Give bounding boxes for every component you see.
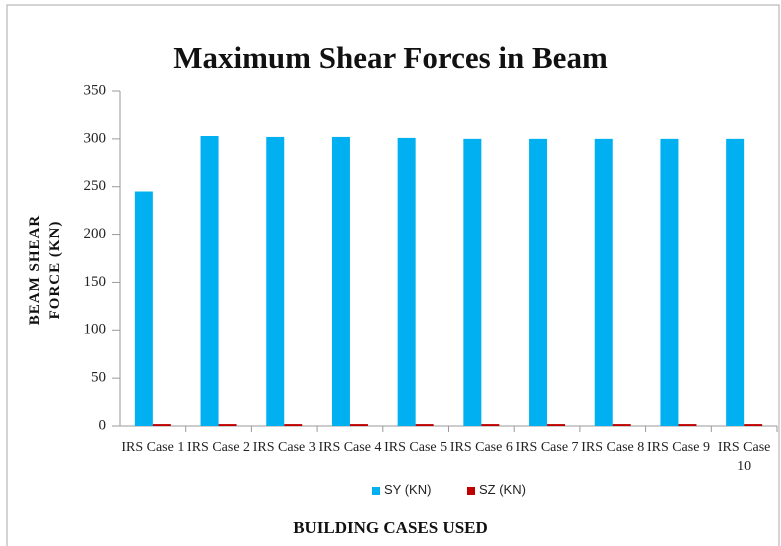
bar: [463, 138, 482, 426]
bar: [331, 136, 350, 426]
y-tick-label: 150: [84, 274, 107, 290]
x-tick-label: IRS Case 4: [318, 440, 382, 455]
bar: [594, 138, 613, 426]
bar: [397, 137, 416, 426]
bar: [415, 424, 434, 426]
y-tick-label: 200: [84, 226, 107, 242]
legend-swatch: [372, 487, 380, 495]
legend-label: SY (KN): [384, 482, 432, 497]
bar: [218, 424, 237, 426]
y-axis-label: BEAM SHEAR FORCE (KN): [27, 214, 63, 326]
bar: [612, 424, 631, 426]
legend-swatch: [467, 487, 475, 495]
x-tick-label: IRS Case 6: [449, 440, 513, 455]
bar: [284, 424, 303, 426]
bar: [529, 138, 548, 426]
bar: [349, 424, 368, 426]
frame: [6, 4, 780, 546]
x-tick-label: IRS Case 8: [581, 440, 645, 455]
x-axis-label: BUILDING CASES USED: [293, 518, 488, 537]
bar: [678, 424, 697, 426]
x-tick-label: IRS Case 10: [717, 440, 771, 474]
bar: [660, 138, 679, 426]
y-tick-label: 250: [84, 178, 107, 194]
y-tick-label: 0: [99, 417, 107, 433]
x-tick-label: IRS Case 7: [515, 440, 579, 455]
legend-label: SZ (KN): [479, 482, 526, 497]
x-tick-label: IRS Case 3: [252, 440, 316, 455]
y-tick-label: 50: [91, 370, 106, 386]
bar: [744, 424, 763, 426]
x-tick-label: IRS Case 2: [187, 440, 251, 455]
y-tick-label: 350: [84, 82, 107, 98]
y-tick-label: 300: [84, 130, 107, 146]
y-tick-label: 100: [84, 322, 107, 338]
bar: [200, 135, 219, 426]
x-tick-label: IRS Case 5: [384, 440, 448, 455]
bar: [266, 136, 285, 426]
bar: [726, 138, 745, 426]
bar: [481, 424, 500, 426]
x-tick-label: IRS Case 9: [646, 440, 710, 455]
x-tick-label: IRS Case 1: [121, 440, 185, 455]
bar: [152, 424, 171, 426]
bar: [134, 191, 153, 426]
chart-title: Maximum Shear Forces in Beam: [173, 40, 608, 75]
bar: [547, 424, 566, 426]
